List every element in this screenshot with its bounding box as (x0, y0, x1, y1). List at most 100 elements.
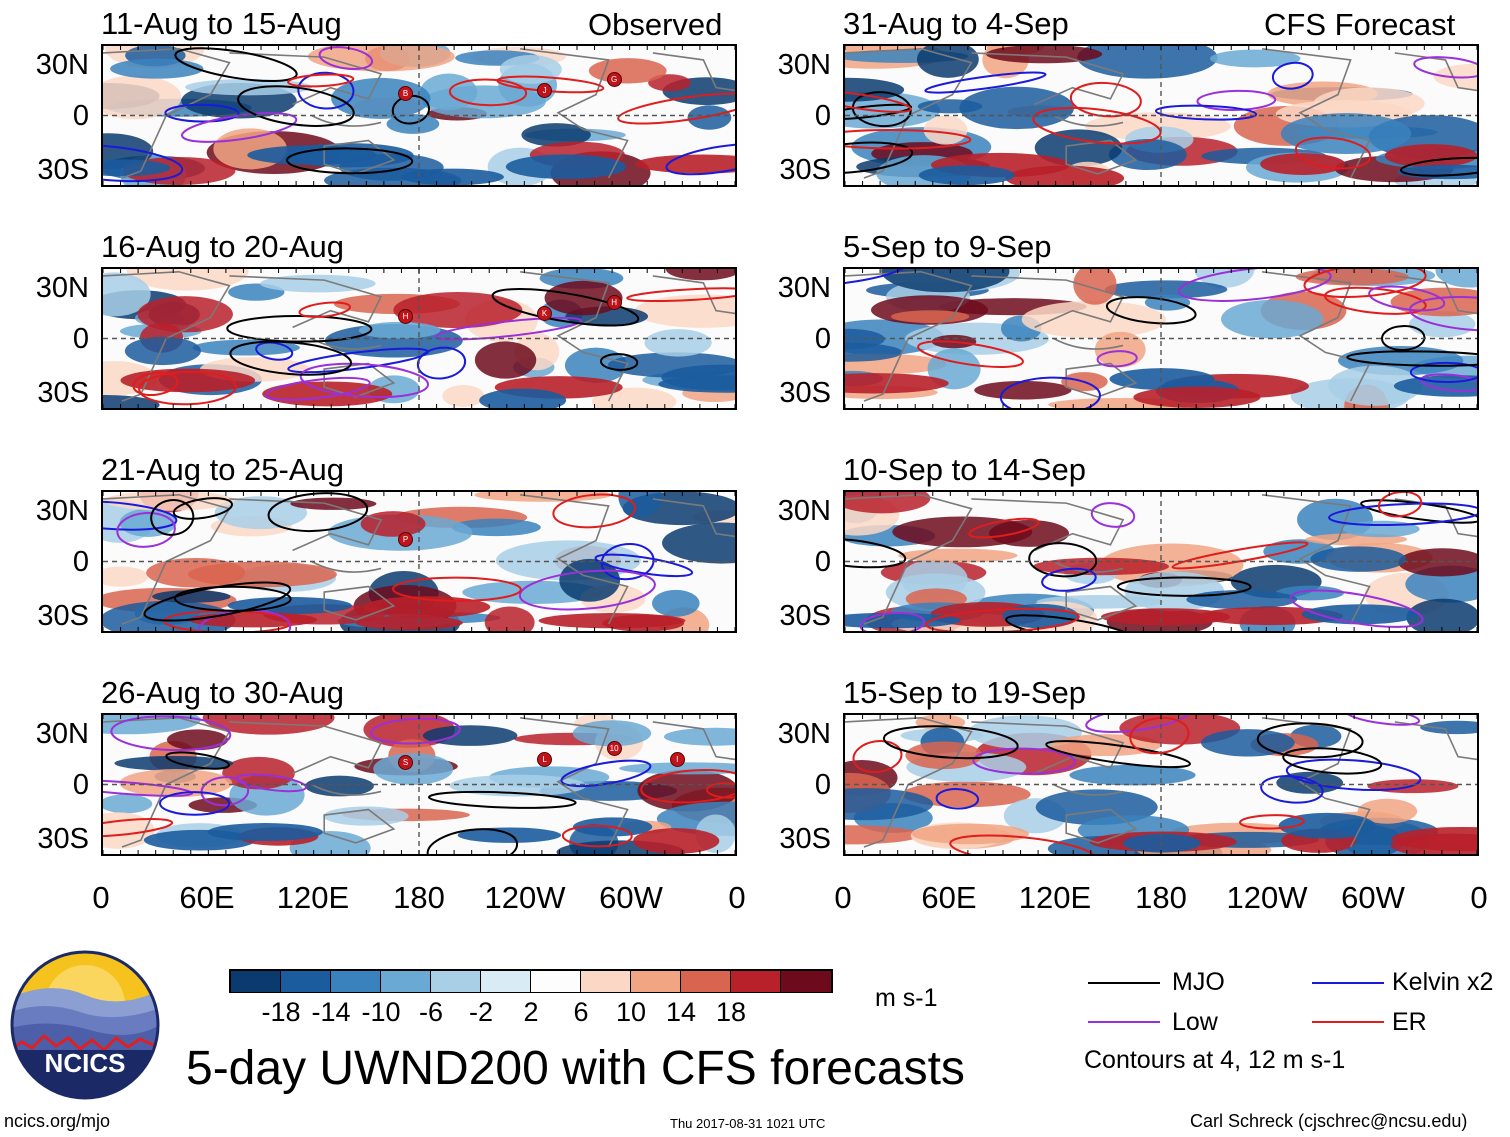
longitude-label: 60W (599, 880, 663, 915)
longitude-label: 120W (484, 880, 566, 915)
colorbar-swatch (381, 971, 431, 992)
latitude-label: 30N (35, 272, 89, 304)
longitude-label: 60W (1341, 880, 1405, 915)
contour-note: Contours at 4, 12 m s-1 (1084, 1046, 1346, 1074)
tropical-storm-icon: P (398, 531, 414, 547)
forecast-panel-title: 31-Aug to 4-Sep (843, 6, 1069, 41)
tropical-storm-icon: B (398, 85, 414, 101)
latitude-label: 30N (777, 495, 831, 527)
wind-anomaly-map (101, 490, 737, 633)
longitude-label: 120E (1018, 880, 1092, 915)
wind-anomaly-map (101, 267, 737, 410)
latitude-label: 0 (72, 100, 89, 132)
wind-anomaly-map (843, 713, 1479, 856)
latitude-label: 30S (37, 377, 89, 409)
colorbar-tick-label: 10 (615, 997, 647, 1027)
colorbar-tick-label: 6 (573, 997, 589, 1027)
observed-panel-title: 21-Aug to 25-Aug (101, 452, 345, 487)
wind-anomaly-map (843, 267, 1479, 410)
latitude-label: 30N (777, 49, 831, 81)
legend-er: ER (1392, 1008, 1427, 1036)
tropical-storm-icon: H (606, 294, 622, 310)
forecast-panel-title: 10-Sep to 14-Sep (843, 452, 1087, 487)
forecast-panel-title: 15-Sep to 19-Sep (843, 675, 1087, 710)
longitude-label: 120W (1226, 880, 1308, 915)
footer-timestamp: Thu 2017-08-31 1021 UTC (670, 1116, 826, 1131)
latitude-label: 30S (37, 600, 89, 632)
latitude-label: 30N (35, 49, 89, 81)
latitude-label: 30S (779, 154, 831, 186)
longitude-label: 180 (1135, 880, 1187, 915)
colorbar-tick-label: -14 (311, 997, 351, 1027)
observed-panel-title: 26-Aug to 30-Aug (101, 675, 345, 710)
latitude-label: 30N (777, 718, 831, 750)
logo-text: NCICS (45, 1048, 126, 1078)
colorbar-swatch (781, 971, 831, 992)
colorbar-tick-label: 2 (523, 997, 539, 1027)
colorbar-swatch (231, 971, 281, 992)
longitude-label: 120E (276, 880, 350, 915)
latitude-label: 0 (814, 769, 831, 801)
low-legend-line (1088, 1021, 1160, 1023)
mjo-legend-line (1088, 982, 1160, 984)
colorbar-swatch (731, 971, 781, 992)
longitude-label: 0 (834, 880, 852, 915)
latitude-label: 30S (37, 823, 89, 855)
tropical-storm-icon: H (398, 308, 414, 324)
latitude-label: 0 (814, 546, 831, 578)
tropical-storm-icon: S (398, 754, 414, 770)
tropical-storm-icon: I (669, 751, 685, 767)
colorbar-tick-label: 18 (715, 997, 747, 1027)
observed-panel-title: 11-Aug to 15-Aug (101, 6, 342, 41)
latitude-label: 30S (37, 154, 89, 186)
footer-url[interactable]: ncics.org/mjo (4, 1111, 111, 1131)
colorbar-swatch (481, 971, 531, 992)
observed-panel-title: 16-Aug to 20-Aug (101, 229, 345, 264)
latitude-label: 0 (814, 100, 831, 132)
colorbar-swatch (581, 971, 631, 992)
latitude-label: 30N (35, 718, 89, 750)
longitude-label: 60E (921, 880, 977, 915)
latitude-label: 0 (814, 323, 831, 355)
colorbar-tick-label: -6 (418, 997, 443, 1027)
longitude-label: 0 (1470, 880, 1488, 915)
latitude-label: 30N (777, 272, 831, 304)
tropical-storm-icon: J (537, 82, 553, 98)
colorbar (229, 969, 833, 993)
colorbar-tick-label: -10 (361, 997, 401, 1027)
colorbar-swatch (531, 971, 581, 992)
legend-kelvin: Kelvin x2 (1392, 968, 1494, 996)
cfs-forecast-label: CFS Forecast (1264, 7, 1456, 42)
tropical-storm-icon: L (537, 751, 553, 767)
colorbar-tick-label: -2 (468, 997, 493, 1027)
latitude-label: 0 (72, 769, 89, 801)
footer-credit: Carl Schreck (cjschrec@ncsu.edu) (1190, 1111, 1468, 1131)
longitude-label: 0 (728, 880, 746, 915)
observed-label: Observed (588, 7, 723, 42)
wind-anomaly-map (843, 490, 1479, 633)
legend-low: Low (1172, 1008, 1218, 1036)
colorbar-swatch (631, 971, 681, 992)
colorbar-swatch (431, 971, 481, 992)
longitude-label: 0 (92, 880, 110, 915)
tropical-storm-icon: G (606, 71, 622, 87)
wind-anomaly-map (101, 44, 737, 187)
latitude-label: 0 (72, 546, 89, 578)
main-title: 5-day UWND200 with CFS forecasts (186, 1042, 965, 1095)
tropical-storm-icon: 10 (606, 740, 622, 756)
wind-anomaly-map (101, 713, 737, 856)
colorbar-swatch (331, 971, 381, 992)
colorbar-tick-label: -18 (261, 997, 301, 1027)
latitude-label: 30S (779, 600, 831, 632)
latitude-label: 0 (72, 323, 89, 355)
forecast-panel-title: 5-Sep to 9-Sep (843, 229, 1052, 264)
latitude-label: 30N (35, 495, 89, 527)
colorbar-tick-label: 14 (665, 997, 697, 1027)
colorbar-swatch (281, 971, 331, 992)
latitude-label: 30S (779, 823, 831, 855)
ncics-logo: NCICS (10, 950, 160, 1100)
tropical-storm-icon: K (537, 305, 553, 321)
colorbar-unit: m s-1 (875, 984, 938, 1012)
er-legend-line (1312, 1021, 1384, 1023)
longitude-label: 60E (179, 880, 235, 915)
